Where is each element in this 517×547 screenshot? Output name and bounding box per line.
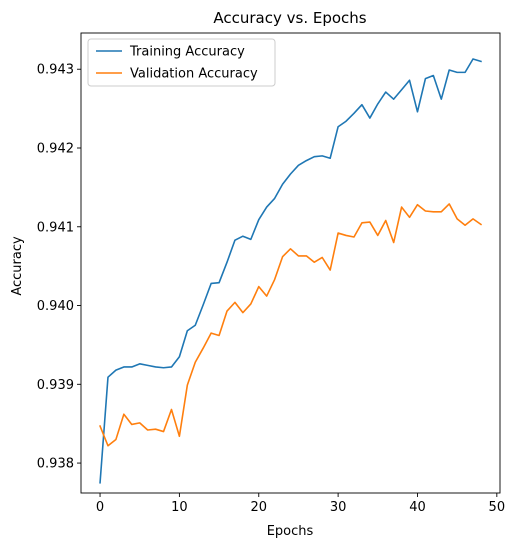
x-tick-label: 40 — [409, 500, 426, 515]
axes — [80, 32, 501, 494]
series-line-0 — [99, 58, 482, 484]
x-tick-label: 20 — [250, 500, 267, 515]
x-axis-label: Epochs — [267, 524, 314, 539]
y-tick-label: 0.939 — [37, 378, 74, 393]
y-tick-label: 0.940 — [37, 299, 74, 314]
legend-label-1: Validation Accuracy — [130, 67, 258, 82]
plot-lines — [99, 58, 483, 484]
plot-frame — [80, 32, 501, 494]
y-tick-label: 0.941 — [37, 220, 74, 235]
y-tick-label: 0.942 — [37, 142, 74, 157]
x-tick-label: 10 — [171, 500, 188, 515]
chart-title: Accuracy vs. Epochs — [213, 9, 366, 27]
series-line-1 — [99, 203, 483, 447]
legend: Training Accuracy Validation Accuracy — [87, 38, 276, 87]
legend-label-0: Training Accuracy — [129, 45, 245, 60]
x-tick-label: 30 — [330, 500, 347, 515]
y-tick-label: 0.943 — [37, 63, 74, 78]
x-tick-label: 50 — [489, 500, 506, 515]
ticks: 0 10 20 30 40 50 0.938 0.939 0.940 0.941 0.942 0.94… — [37, 63, 505, 515]
legend-box — [87, 38, 276, 87]
y-tick-label: 0.938 — [37, 457, 74, 472]
x-tick-label: 0 — [96, 500, 104, 515]
y-axis-label: Accuracy — [10, 236, 25, 296]
